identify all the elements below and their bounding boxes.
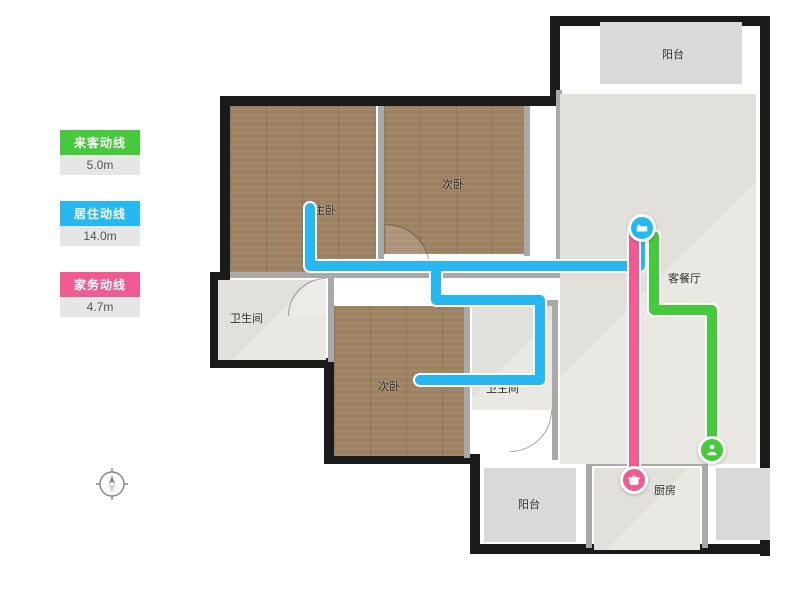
node-sofa	[628, 214, 656, 242]
legend-living: 居住动线 14.0m	[60, 201, 140, 246]
compass-icon	[96, 468, 128, 500]
legend-living-value: 14.0m	[60, 226, 140, 246]
pot-icon	[627, 473, 641, 487]
legend: 来客动线 5.0m 居住动线 14.0m 家务动线 4.7m	[60, 130, 140, 343]
legend-chore-label: 家务动线	[60, 272, 140, 297]
flow-overlay	[200, 10, 790, 580]
node-entry	[698, 436, 726, 464]
legend-guest-label: 来客动线	[60, 130, 140, 155]
flow-living-outline	[310, 208, 640, 380]
bed-icon	[635, 221, 649, 235]
floor-plan: 阳台 主卧 次卧 客餐厅 卫生间 次卧 卫生间 厨房 阳台	[200, 10, 790, 580]
node-stove	[620, 466, 648, 494]
flow-guest	[654, 236, 712, 450]
legend-guest-value: 5.0m	[60, 155, 140, 175]
legend-living-label: 居住动线	[60, 201, 140, 226]
legend-chore-value: 4.7m	[60, 297, 140, 317]
flow-guest-outline	[654, 236, 712, 450]
legend-guest: 来客动线 5.0m	[60, 130, 140, 175]
person-icon	[705, 443, 719, 457]
legend-chore: 家务动线 4.7m	[60, 272, 140, 317]
